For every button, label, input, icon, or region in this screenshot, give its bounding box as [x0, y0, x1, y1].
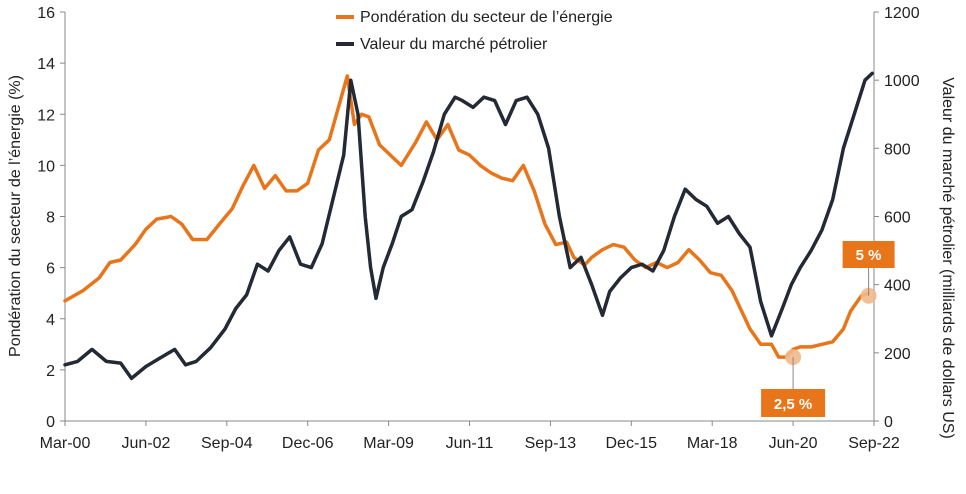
- series-line-oil-market-value: [63, 71, 874, 381]
- legend-label-oil: Valeur du marché pétrolier: [360, 36, 548, 53]
- series-lines: [63, 71, 874, 381]
- x-tick-label: Jun-02: [121, 435, 170, 452]
- y-left-tick-label: 10: [37, 158, 55, 175]
- y-left-tick-label: 16: [37, 5, 55, 22]
- y-right-tick-label: 0: [884, 414, 893, 431]
- x-tick-label: Mar-00: [40, 435, 91, 452]
- annotation-box: [761, 389, 826, 417]
- y-right-tick-label: 600: [884, 210, 911, 227]
- x-tick-label: Dec-15: [606, 435, 658, 452]
- y-right-tick-label: 1200: [884, 5, 920, 22]
- legend: Pondération du secteur de l’énergie Vale…: [336, 9, 613, 53]
- y-left-tick-label: 14: [37, 56, 55, 73]
- x-tick-label: Jun-11: [446, 435, 494, 452]
- y-left-tick-label: 2: [46, 363, 55, 380]
- legend-label-energy: Pondération du secteur de l’énergie: [360, 9, 613, 26]
- x-tick-label: Jun-20: [769, 435, 818, 452]
- annotation-label: 5 %: [856, 247, 882, 264]
- series-line-energy-weight: [63, 74, 871, 359]
- y-axis-right-title: Valeur du marché pétrolier (milliards de…: [939, 77, 956, 439]
- annotation-label: 2,5 %: [774, 396, 812, 413]
- x-tick-label: Sep-13: [525, 435, 577, 452]
- y-left-tick-label: 6: [46, 261, 55, 278]
- y-right-tick-label: 1000: [884, 73, 920, 90]
- x-tick-label: Sep-22: [848, 435, 900, 452]
- y-right-tick-label: 800: [884, 141, 911, 158]
- annotations: 2,5 % 5 %: [761, 241, 895, 417]
- y-left-tick-label: 12: [37, 107, 55, 124]
- x-tick-label: Sep-04: [201, 435, 253, 452]
- x-tick-label: Dec-06: [282, 435, 334, 452]
- tick-labels: 0 2 4 6 8 10 12 14 16 0 200 400 600 800 1000 1200 Mar-00…: [37, 5, 919, 452]
- y-right-tick-label: 400: [884, 278, 911, 295]
- y-left-tick-label: 0: [46, 414, 55, 431]
- y-left-tick-label: 4: [46, 312, 55, 329]
- y-right-tick-label: 200: [884, 346, 911, 363]
- axes: [60, 11, 879, 426]
- y-left-tick-label: 8: [46, 210, 55, 227]
- annotation-box: [842, 241, 895, 268]
- x-tick-label: Mar-09: [363, 435, 414, 452]
- x-tick-label: Mar-18: [687, 435, 738, 452]
- y-axis-left-title: Pondération du secteur de l’énergie (%): [7, 75, 24, 357]
